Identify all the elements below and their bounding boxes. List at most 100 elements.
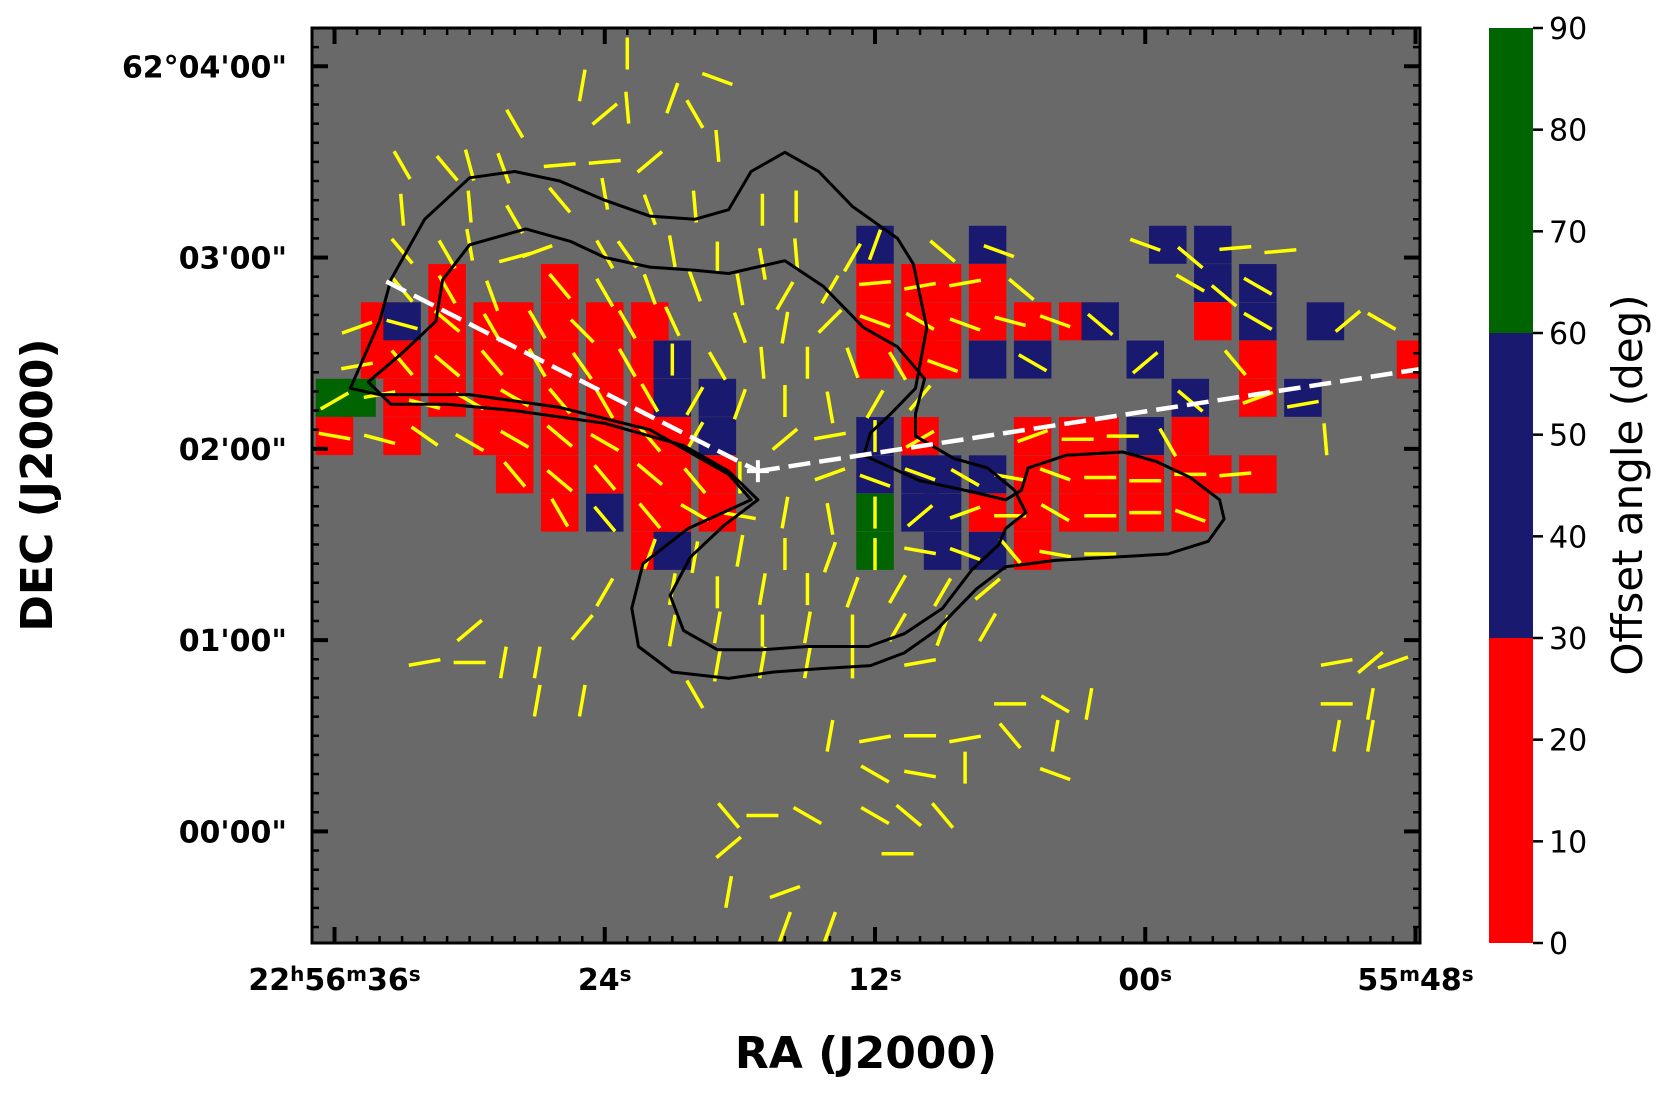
- offset-cell: [495, 417, 534, 456]
- polarization-vector: [642, 273, 657, 306]
- colorbar-tick-label: 0: [1549, 927, 1568, 962]
- polarization-vector: [588, 158, 621, 166]
- polarization-vector: [521, 244, 553, 259]
- polarization-vector: [735, 534, 745, 567]
- polarization-vector: [398, 193, 406, 226]
- offset-cell: [540, 264, 579, 303]
- polarization-vector: [1039, 314, 1071, 329]
- polarization-vector: [994, 473, 1027, 483]
- polarization-vector: [949, 278, 982, 288]
- offset-cell: [1306, 302, 1345, 341]
- polarization-vector: [802, 611, 812, 644]
- polarization-vector: [813, 431, 847, 441]
- polarization-vector: [593, 464, 617, 491]
- polarization-vector: [974, 577, 1001, 601]
- polarization-vector: [998, 722, 1022, 750]
- offset-cell: [1171, 378, 1210, 417]
- polarization-vector: [496, 152, 511, 184]
- polarization-vector: [617, 348, 637, 378]
- polarization-vector: [1008, 277, 1035, 302]
- polarization-vector: [341, 320, 373, 335]
- polarization-vector: [929, 239, 956, 263]
- offset-cell: [901, 417, 939, 456]
- polarization-vector: [793, 238, 800, 271]
- axis-ticks: [310, 28, 1420, 943]
- offset-cell: [586, 302, 624, 341]
- polarization-vector: [624, 91, 631, 124]
- offset-cell: [383, 340, 421, 379]
- colorbar-segment: [1489, 638, 1533, 943]
- polarization-vector: [463, 149, 476, 181]
- polarization-vector: [1176, 389, 1204, 413]
- polarization-vector: [437, 239, 457, 270]
- polarization-vector: [1243, 311, 1273, 331]
- tick-label-unit: s: [409, 962, 421, 986]
- polarization-vector: [860, 805, 890, 825]
- polarization-vector: [1131, 351, 1159, 375]
- offset-cell: [586, 493, 624, 532]
- tick-label-value: 00: [1118, 963, 1160, 998]
- polarization-vector: [1084, 687, 1094, 720]
- offset-cell: [1126, 340, 1165, 379]
- polarization-vector: [1086, 312, 1114, 337]
- y-tick-labels: 62°04'00" 03'00" 02'00" 01'00" 00'00": [122, 50, 287, 850]
- polarization-vector: [527, 309, 547, 340]
- polarization-vector: [888, 351, 908, 381]
- polarization-vector: [895, 803, 923, 828]
- polarization-vector: [454, 432, 485, 452]
- offset-cell: [1013, 340, 1052, 379]
- polarization-vector: [867, 229, 883, 261]
- offset-cell: [653, 378, 692, 417]
- offset-cell: [631, 302, 669, 341]
- offset-cell: [540, 455, 579, 494]
- polarization-vector: [858, 279, 892, 287]
- polarization-vector: [1129, 237, 1161, 252]
- x-tick-label: 12s: [848, 962, 902, 998]
- polarization-vector: [548, 272, 572, 300]
- polarization-vector: [777, 911, 793, 943]
- polarization-vector: [1040, 503, 1070, 523]
- colorbar-tick-label: 30: [1549, 622, 1587, 657]
- colorbar-tick-label: 90: [1549, 12, 1587, 47]
- polarization-vector: [600, 177, 610, 210]
- polarization-vector: [983, 244, 1015, 259]
- tick-label-unit: m: [346, 962, 367, 986]
- polarization-vector: [994, 315, 1027, 328]
- polarization-vector: [1050, 719, 1060, 752]
- polarization-vector: [685, 386, 705, 416]
- offset-cell: [698, 378, 737, 417]
- polarization-vector: [1175, 273, 1206, 293]
- tick-label-value: 36: [367, 963, 409, 998]
- polarization-vector: [319, 391, 350, 411]
- polarization-vector: [1039, 549, 1072, 559]
- polarization-vector: [978, 612, 998, 643]
- offset-cell: [383, 417, 421, 456]
- polarization-vector: [410, 425, 439, 447]
- offset-cell: [428, 340, 466, 379]
- polarization-vector: [771, 427, 799, 451]
- polarization-vector: [1377, 655, 1409, 670]
- polarization-vector: [683, 467, 707, 495]
- polarization-vector: [842, 242, 863, 273]
- polarization-vector: [859, 314, 891, 329]
- colorbar-tick-label: 70: [1549, 215, 1587, 250]
- polarization-vector: [1210, 284, 1238, 308]
- polarization-vector: [570, 613, 594, 641]
- colorbar-segment: [1489, 28, 1533, 333]
- polarization-vector: [1174, 508, 1206, 523]
- polarization-vector: [577, 69, 587, 102]
- polarization-vector: [904, 467, 936, 482]
- polarization-vector: [845, 576, 860, 608]
- dashed-axis-line: [757, 366, 1420, 474]
- polarization-vector: [318, 431, 351, 441]
- polarization-vector: [595, 577, 615, 608]
- polarization-vector: [903, 769, 937, 779]
- polarization-vector: [905, 311, 935, 331]
- polarization-vector: [1176, 245, 1204, 270]
- polarization-vector: [1040, 694, 1070, 714]
- offset-cell: [968, 225, 1007, 264]
- dashed-axis-line: [385, 279, 759, 474]
- plot-frame: [310, 26, 1422, 945]
- polarization-vector: [930, 802, 955, 829]
